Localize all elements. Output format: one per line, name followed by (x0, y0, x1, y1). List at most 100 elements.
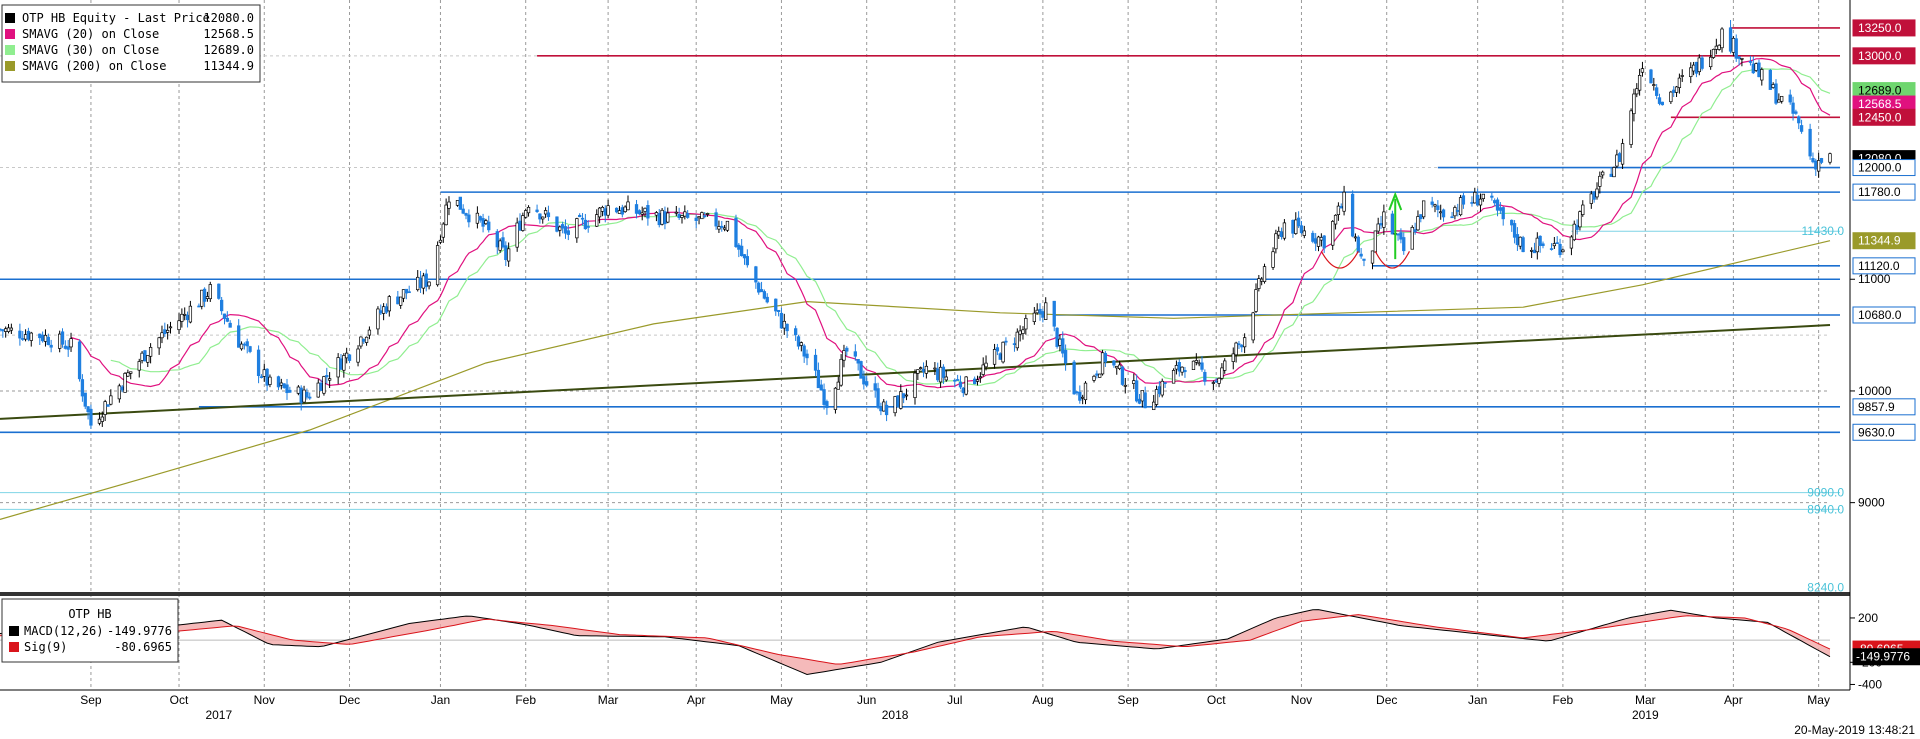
bar-body-377 (1495, 199, 1500, 211)
bar-body-212 (839, 358, 843, 386)
bar-body-431 (1711, 48, 1716, 58)
level-labels: 13250.013000.012689.012568.512450.012080… (1802, 19, 1920, 666)
bar-body-333 (1319, 237, 1324, 241)
bar-body-304 (1203, 371, 1207, 382)
bar-body-224 (884, 404, 889, 416)
bar-body-159 (626, 201, 630, 211)
bar-body-288 (1140, 390, 1144, 402)
bar-body-295 (1171, 370, 1176, 384)
bar-body-213 (842, 350, 846, 361)
bar-body-10 (38, 333, 42, 339)
bar-body-309 (1223, 360, 1227, 371)
bar-body-135 (535, 209, 539, 212)
bar-body-406 (1612, 167, 1616, 178)
macd-tick-label-0: 200 (1858, 611, 1878, 625)
bar-body-178 (703, 215, 707, 218)
bar-body-247 (978, 376, 983, 379)
bar-body-210 (833, 387, 838, 410)
bar-body-231 (916, 369, 920, 374)
legend-label-price: OTP HB Equity - Last Price (22, 11, 210, 25)
bar-body-140 (555, 216, 559, 232)
bar-body-453 (1797, 116, 1801, 124)
bar-body-70 (276, 376, 281, 388)
bar-body-256 (1015, 331, 1019, 349)
bar-body-352 (1396, 233, 1400, 236)
bar-body-433 (1717, 44, 1721, 50)
month-label-8: May (770, 693, 793, 707)
bar-body-269 (1063, 349, 1068, 364)
bar-body-259 (1024, 318, 1028, 330)
level-box-14 (1852, 423, 1916, 441)
bar-body-167 (660, 209, 664, 225)
bar-body-441 (1751, 63, 1755, 74)
arc-left (1320, 251, 1359, 269)
bar-body-118 (464, 213, 468, 216)
bar-body-43 (166, 329, 170, 333)
bar-body-169 (666, 212, 670, 223)
macd-panel (0, 609, 1831, 676)
macd-legend: OTP HB MACD(12,26) -149.9776 Sig(9) -80.… (1, 598, 179, 663)
month-label-16: Jan (1468, 693, 1487, 707)
bar-body-108 (424, 273, 428, 288)
bar-body-152 (600, 206, 605, 212)
bar-body-424 (1680, 75, 1684, 77)
bar-body-151 (597, 207, 602, 218)
bar-body-392 (1555, 242, 1559, 245)
bar-body-208 (822, 389, 826, 405)
bar-body-154 (606, 205, 610, 216)
bar-body-64 (248, 346, 252, 352)
bar-body-182 (720, 225, 724, 228)
bar-body-408 (1618, 153, 1622, 162)
bar-body-56 (219, 299, 224, 312)
sma20-path (70, 57, 1831, 389)
bar-body-413 (1637, 74, 1642, 91)
bar-body-83 (325, 375, 329, 378)
y-tick-label-0: 9000 (1858, 496, 1885, 510)
bar-body-185 (734, 217, 738, 247)
bar-body-46 (180, 313, 184, 322)
bar-body-373 (1478, 198, 1483, 206)
bar-body-409 (1620, 143, 1625, 165)
bar-body-160 (634, 204, 639, 214)
bar-body-31 (120, 386, 124, 391)
bar-body-201 (796, 336, 801, 347)
bar-body-407 (1615, 154, 1619, 167)
bar-body-183 (722, 227, 727, 230)
bar-body-149 (586, 226, 590, 228)
bar-body-386 (1532, 249, 1537, 254)
bar-body-133 (524, 210, 528, 218)
bar-body-225 (893, 396, 897, 414)
bar-body-146 (578, 214, 582, 218)
bar-body-113 (444, 204, 448, 226)
bar-body-196 (776, 309, 781, 312)
bar-body-416 (1652, 84, 1656, 86)
bar-body-457 (1814, 160, 1818, 170)
sma20-line (70, 57, 1831, 389)
bar-body-37 (143, 350, 147, 362)
bar-body-99 (387, 296, 391, 312)
bar-body-126 (498, 240, 502, 251)
bar-body-115 (455, 200, 460, 206)
bar-body-177 (700, 212, 704, 220)
bar-body-93 (364, 336, 369, 343)
bar-body-36 (140, 352, 144, 361)
month-label-18: Mar (1635, 693, 1656, 707)
bar-body-445 (1768, 69, 1772, 90)
bar-body-59 (228, 322, 232, 328)
bar-body-303 (1200, 362, 1204, 370)
bar-body-96 (379, 310, 383, 314)
bar-body-291 (1154, 389, 1159, 405)
legend-label-sma30: SMAVG (30) on Close (22, 43, 159, 57)
bar-body-354 (1402, 237, 1406, 252)
bar-body-5 (18, 330, 22, 339)
bar-body-100 (396, 296, 400, 305)
level-text-8: 11430.0 (1802, 224, 1845, 238)
bar-body-205 (813, 354, 818, 371)
bar-body-72 (282, 383, 286, 389)
bar-body-306 (1214, 380, 1218, 383)
bar-body-39 (148, 346, 153, 357)
bar-body-380 (1510, 219, 1514, 226)
bar-body-365 (1450, 216, 1454, 219)
